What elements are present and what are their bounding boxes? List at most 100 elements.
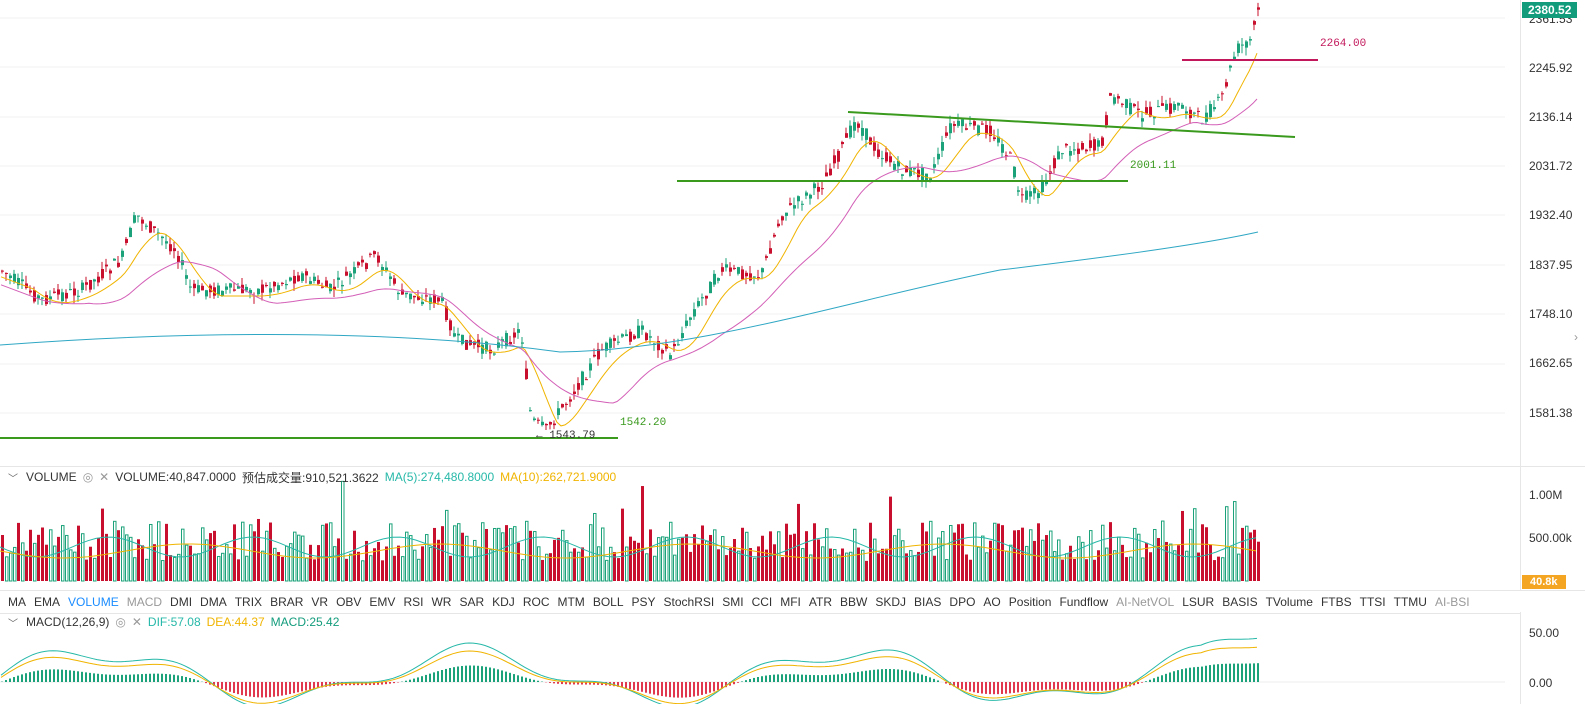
indicator-tab-vr[interactable]: VR — [311, 595, 329, 609]
candle-body — [349, 273, 352, 278]
volume-bar — [249, 524, 253, 582]
indicator-tab-dpo[interactable]: DPO — [949, 595, 976, 609]
candle-body — [413, 295, 416, 298]
indicator-tab-ai-bsi[interactable]: AI-BSI — [1434, 595, 1470, 609]
macd-histogram-bar — [813, 675, 815, 682]
macd-histogram-bar — [37, 670, 39, 682]
chevron-down-icon[interactable]: ﹀ — [8, 618, 18, 630]
indicator-tab-skdj[interactable]: SKDJ — [875, 595, 907, 609]
price-chart-pane[interactable]: 2264.00 2001.11 1542.20 ← 1543.79 2361.5… — [0, 0, 1585, 466]
macd-histogram-bar — [437, 671, 439, 682]
macd-histogram-bar — [229, 682, 231, 692]
volume-bar — [773, 544, 776, 581]
volume-bar — [1097, 550, 1100, 581]
macd-histogram-bar — [313, 682, 315, 689]
indicator-tab-emv[interactable]: EMV — [369, 595, 396, 609]
indicator-tab-cci[interactable]: CCI — [751, 595, 773, 609]
candlestick-chart[interactable] — [0, 0, 1520, 466]
candle-body — [309, 281, 312, 284]
indicator-tab-brar[interactable]: BRAR — [270, 595, 304, 609]
volume-bar — [1249, 532, 1252, 581]
indicator-tab-wr[interactable]: WR — [431, 595, 452, 609]
trendline-resistance[interactable] — [847, 111, 1296, 138]
indicator-tab-dma[interactable]: DMA — [200, 595, 227, 609]
indicator-tab-fundflow[interactable]: Fundflow — [1059, 595, 1109, 609]
indicator-tab-stochrsi[interactable]: StochRSI — [663, 595, 715, 609]
settings-icon[interactable]: ◎ — [115, 615, 126, 629]
indicator-tab-roc[interactable]: ROC — [522, 595, 550, 609]
indicator-tab-bbw[interactable]: BBW — [840, 595, 868, 609]
macd-histogram-bar — [749, 678, 751, 682]
indicator-tab-ftbs[interactable]: FTBS — [1320, 595, 1352, 609]
indicator-tab-ema[interactable]: EMA — [34, 595, 61, 609]
indicator-tab-obv[interactable]: OBV — [336, 595, 362, 609]
candle-body — [529, 410, 532, 412]
candle-body — [405, 292, 408, 295]
indicator-tab-smi[interactable]: SMI — [722, 595, 744, 609]
chevron-down-icon[interactable]: ﹀ — [8, 473, 18, 485]
volume-bar — [689, 551, 692, 581]
indicator-tab-volume[interactable]: VOLUME — [68, 595, 119, 609]
candle-body — [937, 153, 940, 160]
indicator-tab-trix[interactable]: TRIX — [234, 595, 263, 609]
indicator-tab-ao[interactable]: AO — [983, 595, 1001, 609]
indicator-tab-mfi[interactable]: MFI — [780, 595, 801, 609]
macd-pane[interactable]: ﹀ MACD(12,26,9) ◎ ✕ DIF:57.08 DEA:44.37 … — [0, 612, 1585, 704]
candle-body — [25, 283, 28, 288]
indicator-tab-basis[interactable]: BASIS — [1222, 595, 1258, 609]
indicator-tab-bias[interactable]: BIAS — [914, 595, 942, 609]
macd-histogram-bar — [1029, 682, 1031, 691]
macd-histogram-bar — [149, 673, 151, 682]
indicator-tab-macd[interactable]: MACD — [126, 595, 163, 609]
volume-ma10: MA(10):262,721.9000 — [500, 470, 617, 484]
close-icon[interactable]: ✕ — [131, 615, 142, 629]
volume-bar — [225, 544, 229, 582]
candle-body — [989, 125, 992, 136]
volume-axis[interactable]: 1.00M 500.00k — [1520, 467, 1585, 591]
volume-bar — [409, 535, 413, 582]
macd-histogram-bar — [45, 669, 47, 682]
volume-pane[interactable]: ﹀ VOLUME ◎ ✕ VOLUME:40,847.0000 预估成交量:91… — [0, 466, 1585, 591]
candle-body — [993, 137, 996, 140]
macd-histogram-bar — [177, 675, 179, 682]
indicator-tab-mtm[interactable]: MTM — [557, 595, 585, 609]
indicator-tab-position[interactable]: Position — [1008, 595, 1052, 609]
macd-histogram-bar — [1109, 682, 1111, 691]
indicator-tab-lsur[interactable]: LSUR — [1182, 595, 1215, 609]
volume-bar — [169, 555, 172, 581]
indicator-tab-ttmu[interactable]: TTMU — [1393, 595, 1427, 609]
chevron-right-icon[interactable]: › — [1574, 330, 1578, 344]
indicator-tab-psy[interactable]: PSY — [631, 595, 656, 609]
indicator-tab-kdj[interactable]: KDJ — [492, 595, 515, 609]
indicator-tab-ttsi[interactable]: TTSI — [1359, 595, 1386, 609]
candle-body — [1057, 151, 1060, 160]
volume-bar — [1133, 527, 1137, 582]
macd-histogram-bar — [933, 678, 935, 682]
settings-icon[interactable]: ◎ — [82, 470, 94, 484]
candle-body — [261, 284, 264, 293]
indicator-tab-rsi[interactable]: RSI — [403, 595, 424, 609]
indicator-tab-sar[interactable]: SAR — [459, 595, 485, 609]
volume-bar — [829, 548, 832, 581]
macd-histogram-bar — [1081, 682, 1083, 691]
macd-histogram-bar — [1049, 682, 1051, 690]
macd-histogram-bar — [1225, 663, 1227, 682]
indicator-tab-ai-netvol[interactable]: AI-NetVOL — [1116, 595, 1175, 609]
macd-axis[interactable]: 50.00 0.00 — [1520, 612, 1585, 704]
volume-tick: 500.00k — [1529, 531, 1572, 545]
indicator-tab-boll[interactable]: BOLL — [592, 595, 624, 609]
macd-histogram-bar — [33, 671, 35, 682]
indicator-tab-ma[interactable]: MA — [8, 595, 26, 609]
indicator-tab-atr[interactable]: ATR — [808, 595, 833, 609]
price-axis[interactable]: 2361.53 2245.92 2136.14 2031.72 1932.40 … — [1520, 0, 1585, 466]
candle-body — [917, 169, 920, 178]
macd-histogram-bar — [1245, 663, 1247, 682]
volume-bar — [725, 555, 728, 581]
indicator-tab-tvolume[interactable]: TVolume — [1265, 595, 1313, 609]
indicator-tab-dmi[interactable]: DMI — [170, 595, 193, 609]
volume-bar — [173, 556, 177, 582]
volume-bar — [1217, 556, 1220, 581]
close-icon[interactable]: ✕ — [99, 470, 110, 484]
volume-bar — [1049, 530, 1053, 582]
macd-histogram-bar — [553, 682, 555, 684]
